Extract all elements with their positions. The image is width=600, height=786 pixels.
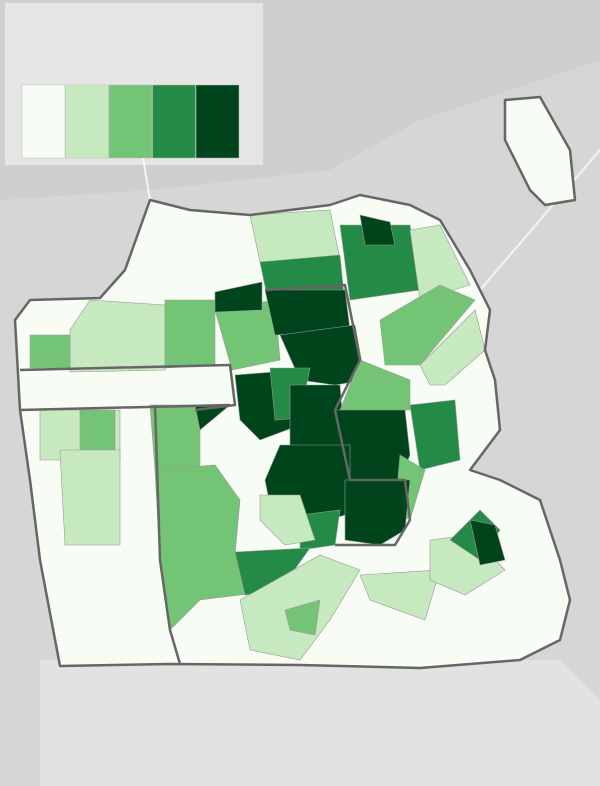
district [249, 209, 341, 263]
district [284, 599, 321, 636]
district [379, 284, 476, 366]
district [69, 299, 166, 373]
legend-swatch [152, 84, 196, 159]
district-border [19, 363, 237, 412]
island-outline [503, 95, 577, 207]
district [79, 409, 116, 451]
district [339, 359, 411, 411]
bridge [479, 149, 600, 291]
legend-swatch [195, 84, 240, 159]
district-border [264, 283, 412, 547]
district [59, 449, 121, 546]
legend-swatch [65, 84, 109, 159]
legend [21, 84, 240, 159]
south-land [40, 660, 600, 786]
district [469, 519, 506, 566]
district [259, 494, 316, 546]
districts [14, 96, 576, 669]
district-border [153, 404, 182, 665]
district [164, 299, 216, 369]
district-border [19, 403, 231, 412]
district [359, 214, 396, 246]
legend-swatch [21, 84, 66, 159]
district [409, 399, 461, 471]
district [359, 569, 441, 621]
legend-swatch [108, 84, 153, 159]
district [409, 224, 471, 301]
district [214, 281, 263, 313]
district [419, 309, 486, 386]
city-outline [13, 193, 572, 670]
district [29, 334, 71, 369]
